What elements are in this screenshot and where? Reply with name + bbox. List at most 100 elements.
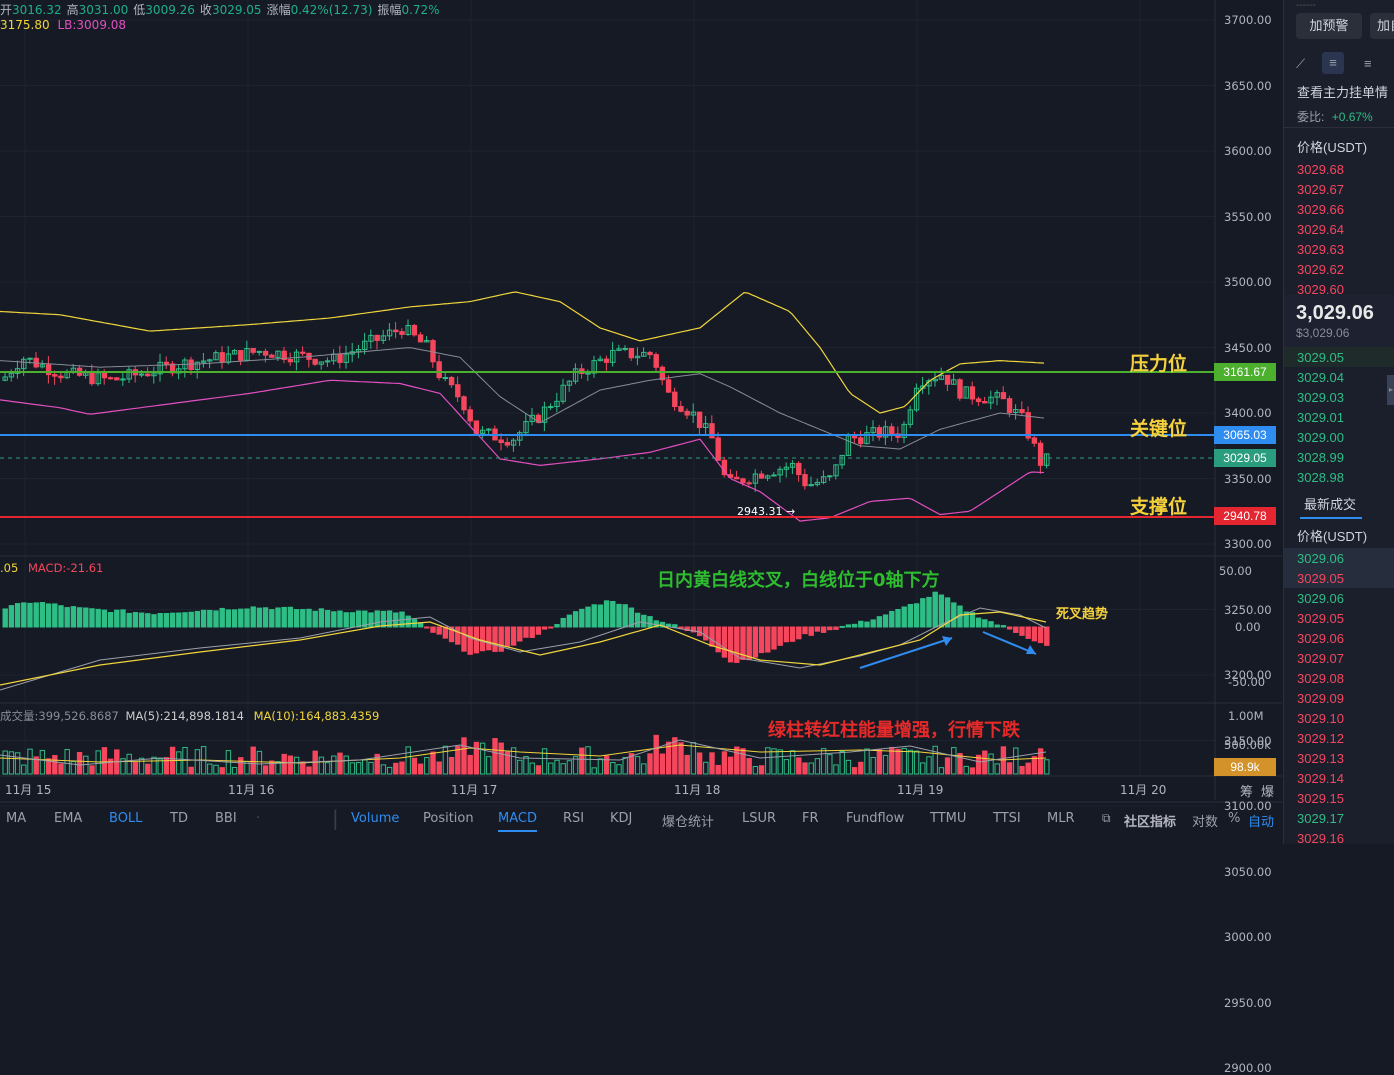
macd-bar xyxy=(492,626,498,652)
tab-liquidation-stats[interactable]: 爆仓统计 xyxy=(662,815,715,830)
candle-body xyxy=(486,428,492,431)
price-level[interactable]: 3029.66 xyxy=(1297,202,1344,217)
order-book-sidebar[interactable]: ------ 加预警 加自 ⟋ ≡ ≡ 查看主力挂单情 委比: +0.67% 价… xyxy=(1283,0,1394,844)
orderbook-view-asks-icon[interactable]: ≡ xyxy=(1322,52,1344,74)
volume-bar xyxy=(585,746,591,775)
price-level[interactable]: 3029.05 xyxy=(1297,350,1344,365)
price-level[interactable]: 3029.04 xyxy=(1297,370,1344,385)
candle-body xyxy=(913,387,920,411)
tab-fundflow[interactable]: Fundflow xyxy=(846,811,905,826)
main-orders-link[interactable]: 查看主力挂单情 xyxy=(1297,85,1389,100)
ohlc-key: 振幅 xyxy=(377,3,402,17)
chip-button[interactable]: 筹 xyxy=(1240,785,1254,800)
volume-bar xyxy=(176,751,182,775)
macd-bar xyxy=(982,619,988,628)
tab-ma[interactable]: MA xyxy=(6,811,27,826)
community-indicator-icon[interactable]: ⧉ xyxy=(1102,811,1111,825)
tab-volume[interactable]: Volume xyxy=(351,811,400,826)
tab-bbi[interactable]: BBI xyxy=(215,811,237,826)
price-level[interactable]: 3029.63 xyxy=(1297,242,1344,257)
candle-body xyxy=(907,409,914,425)
macd-bar xyxy=(33,602,39,628)
candle-body xyxy=(572,368,579,382)
price-level[interactable]: 3029.03 xyxy=(1297,390,1344,405)
volume-bar xyxy=(300,761,306,775)
indicator-tabs[interactable]: MA EMA BOLL TD BBI · | Volume Position M… xyxy=(0,804,1282,834)
price-level[interactable]: 3029.01 xyxy=(1297,410,1344,425)
candle-body xyxy=(541,406,548,423)
price-level[interactable]: 3029.68 xyxy=(1297,162,1344,177)
macd-bar xyxy=(690,626,697,633)
chart-area[interactable]: 开3016.32 高3031.00 低3009.26 收3029.05 涨幅0.42%(… xyxy=(0,0,1282,1075)
macd-bar xyxy=(703,626,709,641)
macd-bar xyxy=(969,612,976,628)
latest-trades-tab[interactable]: 最新成交 xyxy=(1304,497,1357,512)
volume-bar xyxy=(665,741,672,775)
macd-bar xyxy=(362,610,368,628)
tab-lsur[interactable]: LSUR xyxy=(742,811,777,826)
macd-bar xyxy=(876,616,883,628)
orderbook-view-both-icon[interactable]: ⟋ xyxy=(1296,56,1306,71)
tab-more-left[interactable]: · xyxy=(256,811,261,826)
volume-bar xyxy=(256,750,263,775)
volume-bar xyxy=(21,764,27,775)
volume-bar xyxy=(417,763,424,775)
tab-macd[interactable]: MACD xyxy=(498,811,537,832)
tab-ttsi[interactable]: TTSI xyxy=(993,811,1021,826)
macd-bar xyxy=(727,626,734,663)
candle-body xyxy=(262,350,269,356)
candle-body xyxy=(659,366,666,381)
candle-body xyxy=(1000,392,1007,400)
price-level[interactable]: 3028.98 xyxy=(1297,470,1344,485)
volume-bar xyxy=(1025,762,1031,775)
collapse-handle-icon[interactable]: ▸ xyxy=(1387,375,1394,405)
macd-bar xyxy=(343,612,349,628)
volume-bar xyxy=(331,755,337,775)
macd-bar xyxy=(101,609,108,628)
price-level[interactable]: 3029.60 xyxy=(1297,282,1344,297)
macd-bar xyxy=(740,626,746,660)
sidebar-top-dashes: ------ xyxy=(1296,0,1316,11)
candle-body xyxy=(703,423,709,428)
log-scale-toggle[interactable]: 对数 xyxy=(1192,815,1219,830)
liquidation-button[interactable]: 爆 xyxy=(1261,785,1275,800)
macd-bar xyxy=(405,615,411,628)
candle-body xyxy=(120,378,126,381)
tab-td[interactable]: TD xyxy=(170,811,188,826)
x-label-3: 11月 17 xyxy=(451,783,498,797)
volume-bar xyxy=(504,751,511,775)
tab-position[interactable]: Position xyxy=(423,811,474,826)
trade-row: 3029.13 xyxy=(1297,751,1344,766)
tab-fr[interactable]: FR xyxy=(802,811,819,826)
volume-bar xyxy=(238,757,244,775)
orderbook-view-bids-icon[interactable]: ≡ xyxy=(1364,56,1372,71)
volume-bar xyxy=(163,757,170,775)
price-axis-label: 3600.00 xyxy=(1224,144,1272,158)
tab-mlr[interactable]: MLR xyxy=(1047,811,1075,826)
candle-body xyxy=(566,380,573,386)
candle-body xyxy=(374,334,380,341)
price-level[interactable]: 3028.99 xyxy=(1297,450,1344,465)
price-level[interactable]: 3029.67 xyxy=(1297,182,1344,197)
tab-ttmu[interactable]: TTMU xyxy=(930,811,967,826)
add-custom-button[interactable]: 加自 xyxy=(1370,13,1394,39)
price-level[interactable]: 3029.00 xyxy=(1297,430,1344,445)
macd-bar xyxy=(951,602,957,628)
volume-bar xyxy=(963,765,969,775)
price-level[interactable]: 3029.64 xyxy=(1297,222,1344,237)
price-level[interactable]: 3029.62 xyxy=(1297,262,1344,277)
tab-rsi[interactable]: RSI xyxy=(563,811,585,826)
tab-ema[interactable]: EMA xyxy=(54,811,83,826)
candlestick-chart[interactable] xyxy=(0,0,1282,844)
percent-toggle[interactable]: % xyxy=(1228,811,1241,826)
auto-scale-toggle[interactable]: 自动 xyxy=(1248,815,1275,830)
volume-bar xyxy=(758,765,765,775)
volume-ma5-line xyxy=(0,739,1047,766)
tab-boll[interactable]: BOLL xyxy=(109,811,143,826)
community-indicators-button[interactable]: 社区指标 xyxy=(1124,815,1177,830)
add-alert-button[interactable]: 加预警 xyxy=(1296,13,1362,39)
tab-kdj[interactable]: KDJ xyxy=(610,811,633,826)
volume-bar xyxy=(548,762,554,775)
tab-divider: | xyxy=(332,806,339,830)
volume-bar xyxy=(647,753,653,775)
